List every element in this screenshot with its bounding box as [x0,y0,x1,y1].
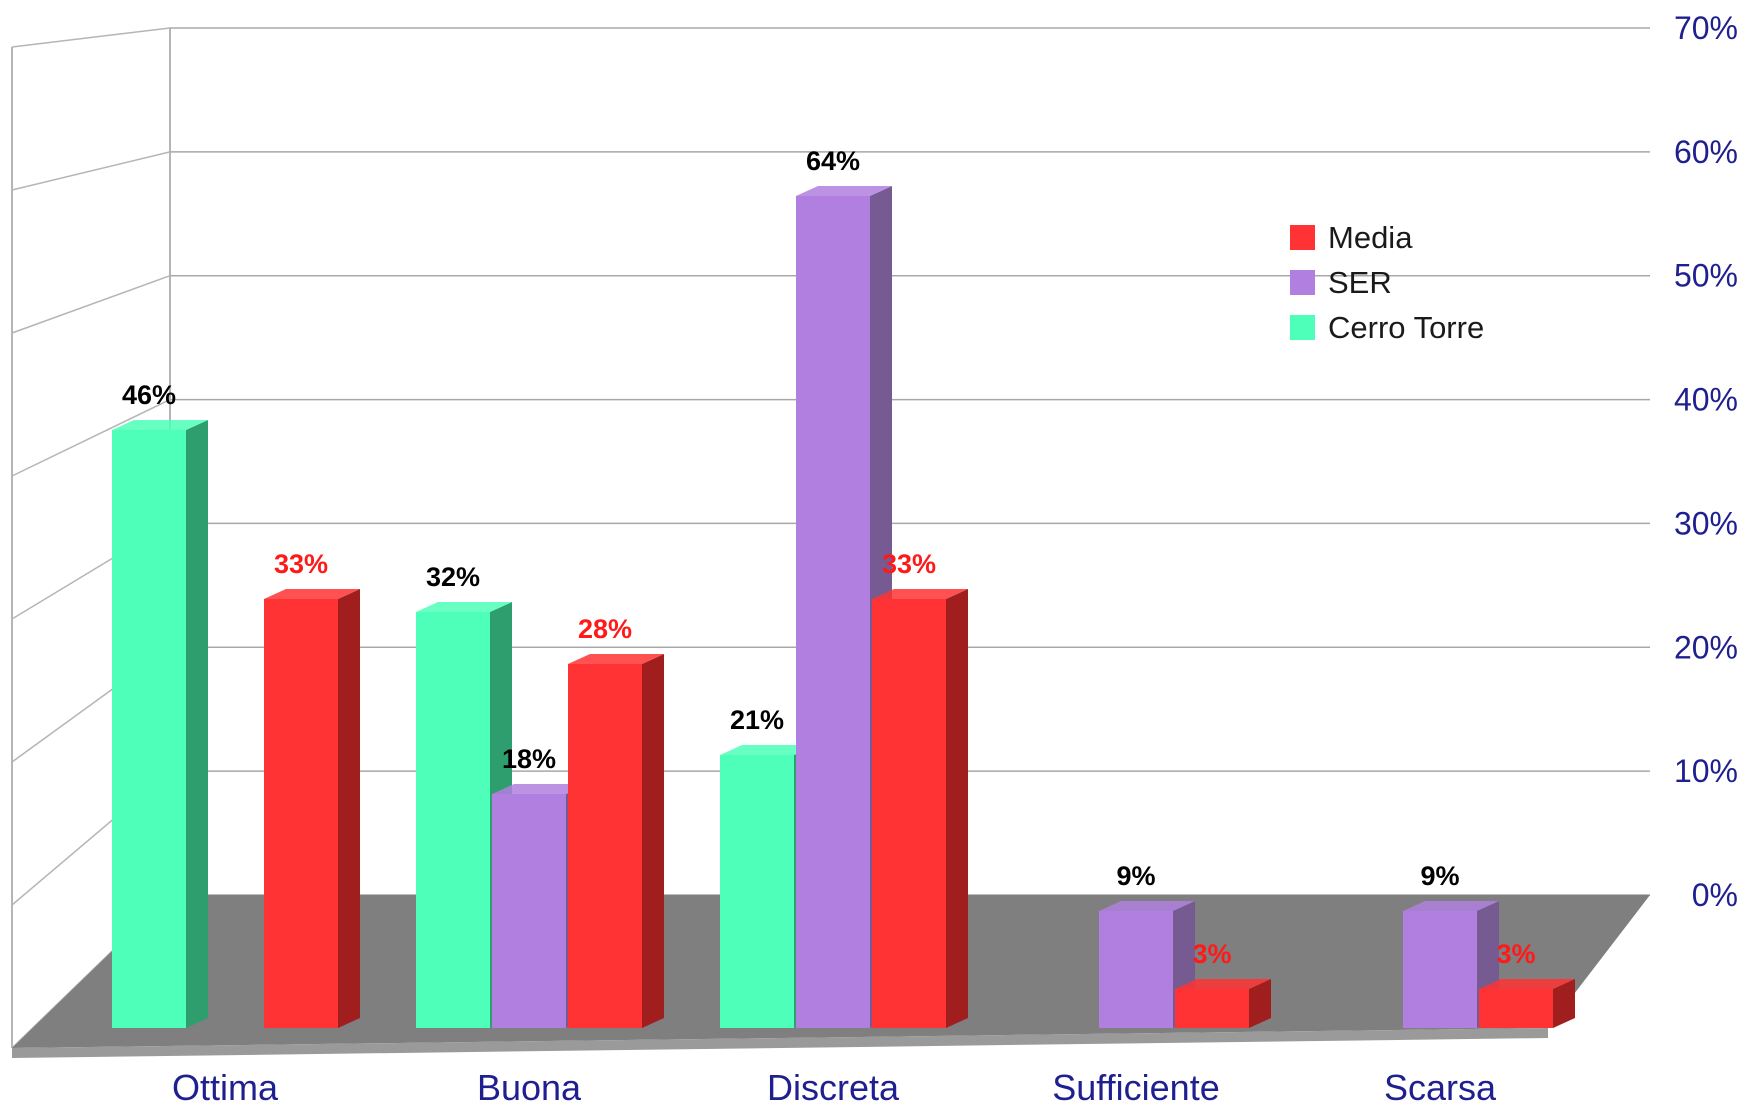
bar-ser-scarsa [1403,901,1499,1028]
legend-label: Cerro Torre [1328,310,1484,345]
bar-side [1249,979,1271,1028]
bar-side [1553,979,1575,1028]
bar-media-discreta [872,589,968,1028]
data-label: 3% [1192,939,1231,969]
side-gridline [11,398,171,477]
y-tick-label: 40% [1674,382,1738,418]
bar-front [264,599,338,1028]
data-label: 3% [1496,939,1535,969]
bar-top [720,745,816,755]
x-tick-label: Buona [477,1067,582,1105]
y-tick-label: 0% [1692,877,1738,913]
y-tick-label: 60% [1674,134,1738,170]
data-label: 9% [1116,861,1155,891]
bar-top [1403,901,1499,911]
legend-swatch [1290,315,1315,340]
data-labels: 46% 33% 32% 18% 28% 21% 64% 33% 9% 3% 9% 3% [122,146,1536,969]
y-tick-label: 20% [1674,629,1738,665]
bar-front [112,430,186,1028]
bar-front [492,794,566,1028]
bar-top [112,420,208,430]
bar-side [642,654,664,1028]
data-label: 33% [882,549,936,579]
x-axis: Ottima Buona Discreta Sufficiente Scarsa [172,1067,1497,1105]
bar-media-ottima [264,589,360,1028]
legend-label: SER [1328,265,1392,300]
bar-top [264,589,360,599]
y-tick-label: 50% [1674,258,1738,294]
bar-media-sufficiente [1175,979,1271,1028]
x-tick-label: Scarsa [1384,1067,1497,1105]
legend-label: Media [1328,220,1413,255]
data-label: 64% [806,146,860,176]
data-label: 28% [578,614,632,644]
side-gridline [11,27,171,48]
x-tick-label: Discreta [767,1067,900,1105]
bar-top [1099,901,1195,911]
data-label: 9% [1420,861,1459,891]
x-tick-label: Sufficiente [1052,1067,1219,1105]
y-tick-label: 30% [1674,505,1738,541]
y-tick-label: 70% [1674,10,1738,46]
bar-media-scarsa [1479,979,1575,1028]
bar-top [568,654,664,664]
bar-media-buona [568,654,664,1028]
bar-top [492,784,588,794]
data-label: 18% [502,744,556,774]
data-label: 46% [122,380,176,410]
bar-front [1403,911,1477,1028]
bars [112,186,1575,1028]
bar-front [1175,989,1249,1028]
bar-side [186,420,208,1028]
bar-top [872,589,968,599]
bar-top [1479,979,1575,989]
bar-front [568,664,642,1028]
bar-side [946,589,968,1028]
data-label: 32% [426,562,480,592]
legend-swatch [1290,225,1315,250]
legend-swatch [1290,270,1315,295]
bar-cerro-torre-ottima [112,420,208,1028]
legend: Media SER Cerro Torre [1290,220,1484,345]
side-gridline [11,151,171,191]
bar-front [416,612,490,1028]
bar-front [1479,989,1553,1028]
bar-front [1099,911,1173,1028]
y-tick-label: 10% [1674,753,1738,789]
bar-top [1175,979,1271,989]
x-tick-label: Ottima [172,1067,279,1105]
bar-front [720,755,794,1028]
bar-side [338,589,360,1028]
y-axis: 0% 10% 20% 30% 40% 50% 60% 70% [1674,10,1738,913]
bar-front [872,599,946,1028]
side-gridline [11,275,171,334]
data-label: 21% [730,705,784,735]
bar-front [796,196,870,1028]
bar-top [416,602,512,612]
bar-top [796,186,892,196]
data-label: 33% [274,549,328,579]
floor-edge [12,1028,1548,1058]
